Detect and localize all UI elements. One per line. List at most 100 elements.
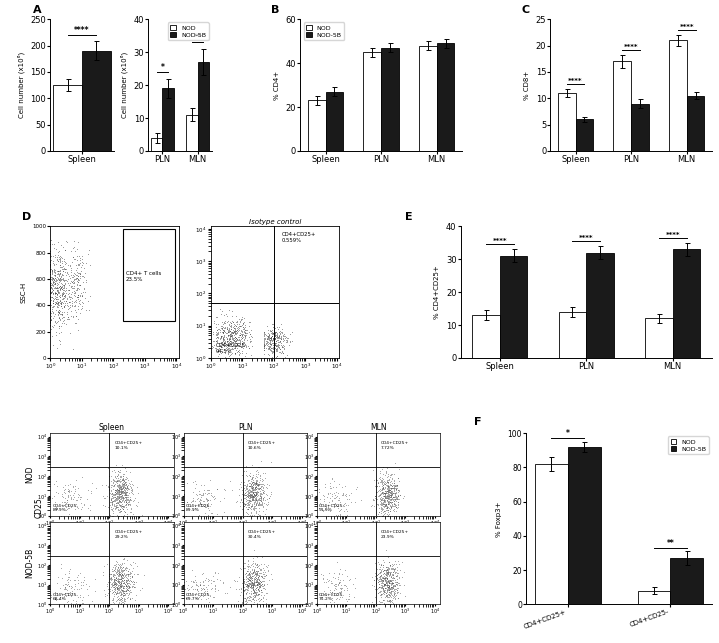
Point (243, 502, 255, 512)
Point (242, 503, 253, 514)
Point (226, 331, 237, 341)
Point (265, 328, 277, 338)
Point (247, 565, 258, 575)
Point (250, 568, 262, 579)
Point (113, 480, 124, 490)
Point (115, 496, 127, 506)
Point (56, 491, 68, 501)
Point (56, 573, 68, 583)
Point (391, 577, 403, 587)
Point (250, 590, 262, 600)
Point (252, 572, 263, 582)
Point (231, 317, 242, 327)
Point (114, 486, 125, 496)
Point (113, 480, 124, 490)
Point (257, 482, 269, 493)
Point (250, 482, 262, 493)
Point (223, 329, 234, 340)
Point (203, 574, 214, 584)
Point (368, 575, 380, 585)
Point (111, 485, 123, 495)
Point (388, 506, 400, 516)
Point (383, 587, 395, 597)
Point (209, 581, 220, 591)
Point (382, 583, 393, 593)
Point (247, 553, 259, 563)
Point (326, 587, 337, 597)
Point (224, 345, 236, 355)
Point (60, 278, 71, 289)
Point (247, 585, 259, 595)
Bar (326, 92, 343, 151)
Point (385, 599, 396, 610)
Point (118, 496, 129, 507)
Point (256, 498, 267, 508)
Point (380, 568, 392, 578)
Point (205, 336, 216, 347)
Point (233, 345, 244, 355)
Point (379, 573, 390, 583)
Point (385, 597, 396, 608)
Point (111, 493, 122, 503)
Point (250, 493, 262, 503)
Point (263, 332, 275, 343)
Point (115, 590, 127, 600)
Point (118, 570, 129, 581)
Point (377, 569, 389, 579)
Point (380, 562, 392, 572)
Point (334, 577, 346, 587)
Point (63, 291, 75, 301)
Point (349, 573, 361, 583)
Point (268, 343, 280, 353)
Point (249, 482, 261, 493)
Point (324, 480, 336, 491)
Point (216, 324, 228, 334)
Point (317, 570, 329, 581)
Point (124, 576, 135, 586)
Point (63, 566, 75, 576)
Point (380, 493, 392, 503)
Point (280, 334, 292, 345)
Point (250, 494, 262, 505)
Point (376, 580, 388, 590)
Point (385, 575, 397, 585)
Point (387, 561, 398, 572)
Point (255, 593, 266, 604)
Point (255, 500, 267, 510)
Point (122, 482, 133, 493)
Point (245, 592, 257, 602)
Point (272, 341, 283, 352)
Point (208, 316, 219, 326)
Point (385, 502, 396, 512)
Point (383, 583, 395, 593)
Point (50, 502, 62, 512)
Point (371, 573, 383, 583)
Point (251, 476, 262, 486)
Point (113, 466, 124, 476)
Point (122, 500, 134, 511)
Point (381, 567, 393, 577)
Point (268, 339, 280, 349)
Point (255, 489, 266, 500)
Point (226, 338, 237, 348)
Point (270, 343, 281, 354)
Point (236, 342, 247, 352)
Point (244, 498, 256, 508)
Point (56, 318, 68, 328)
Point (124, 507, 135, 518)
Point (251, 499, 262, 509)
Point (188, 577, 200, 588)
Point (65, 296, 76, 307)
Point (125, 486, 137, 496)
Point (50, 291, 61, 301)
Point (375, 559, 387, 570)
Point (383, 568, 394, 578)
Point (73, 271, 84, 281)
Point (243, 482, 255, 492)
Point (389, 494, 400, 505)
Point (125, 502, 137, 512)
Point (245, 496, 257, 506)
Point (281, 336, 293, 347)
Point (53, 328, 65, 338)
Point (217, 322, 229, 332)
